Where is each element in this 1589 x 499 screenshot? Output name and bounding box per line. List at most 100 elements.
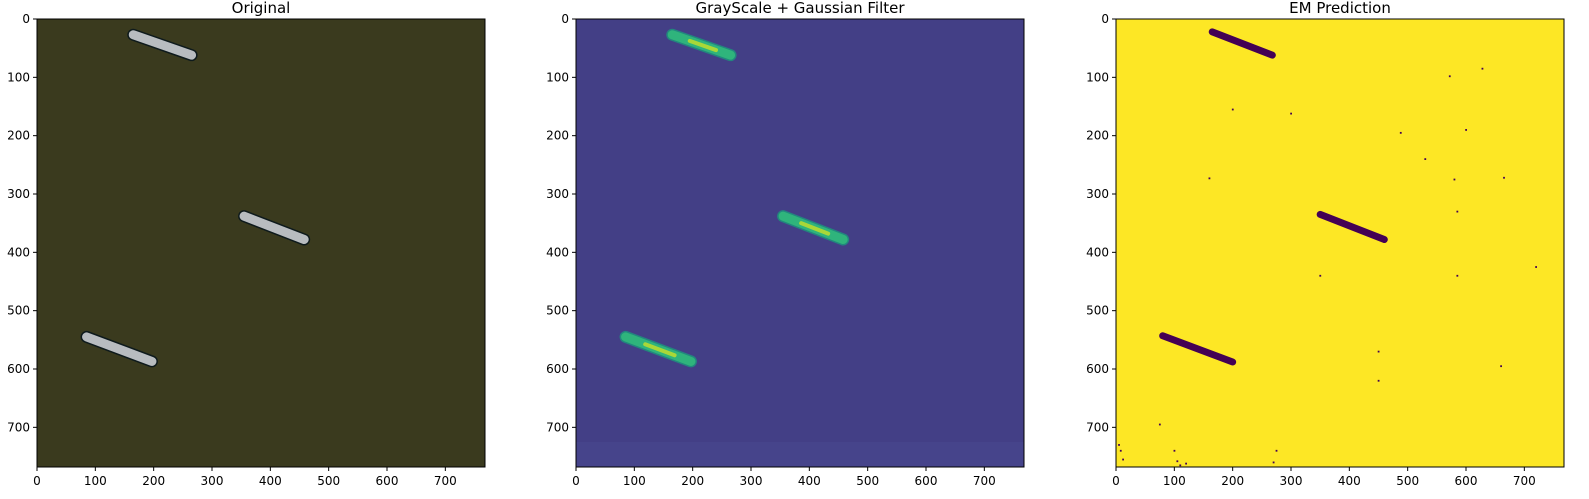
noise-speck — [1500, 365, 1502, 368]
x-tick-label: 600 — [1455, 474, 1478, 488]
x-tick-label: 0 — [572, 474, 580, 488]
x-tick-label: 600 — [915, 474, 938, 488]
ship — [82, 332, 157, 366]
x-tick-label: 500 — [1396, 474, 1419, 488]
x-tick-label: 500 — [856, 474, 879, 488]
noise-speck — [1173, 449, 1176, 452]
bottom-band — [576, 441, 1024, 467]
x-tick-label: 300 — [740, 474, 763, 488]
y-tick-label: 500 — [1086, 304, 1109, 318]
ship-highlight — [799, 221, 831, 236]
axes-frame — [1115, 18, 1565, 468]
x-tick-label: 700 — [1513, 474, 1536, 488]
y-tick-label: 700 — [1086, 420, 1109, 434]
noise-speck — [1179, 464, 1182, 467]
y-tick-label: 300 — [1086, 187, 1109, 201]
y-tick-label: 500 — [7, 304, 30, 318]
x-tick-label: 300 — [1280, 474, 1303, 488]
y-tick-label: 100 — [1086, 70, 1109, 84]
noise-speck — [1377, 350, 1380, 353]
image-background — [1116, 19, 1564, 467]
noise-speck — [1424, 158, 1427, 160]
ship-highlight — [687, 38, 718, 53]
ship — [239, 211, 309, 244]
axes-frame — [36, 18, 486, 468]
y-tick-label: 100 — [7, 70, 30, 84]
x-tick-label: 400 — [259, 474, 282, 488]
x-tick-label: 100 — [623, 474, 646, 488]
noise-speck — [1119, 449, 1122, 452]
panel-title: Original — [232, 0, 291, 17]
y-tick-label: 0 — [22, 12, 30, 26]
x-tick-label: 100 — [84, 474, 107, 488]
noise-speck — [1456, 210, 1459, 213]
y-tick-label: 400 — [7, 245, 30, 259]
panel-em-prediction: EM Prediction 0 100 200 300 400 500 600 700 0 100… — [1086, 0, 1565, 488]
y-tick-label: 400 — [1086, 245, 1109, 259]
y-tick-label: 0 — [561, 12, 569, 26]
ship — [1316, 210, 1388, 243]
x-tick-label: 200 — [681, 474, 704, 488]
noise-speck — [1231, 108, 1234, 111]
y-tick-label: 600 — [7, 362, 30, 376]
axes-frame — [575, 18, 1025, 468]
y-tick-label: 400 — [546, 245, 569, 259]
y-tick-label: 500 — [546, 304, 569, 318]
x-tick-label: 100 — [1163, 474, 1186, 488]
y-tick-label: 300 — [7, 187, 30, 201]
panel-grayscale-gaussian: GrayScale + Gaussian Filter 0 100 200 300 40… — [546, 0, 1025, 488]
noise-speck — [1176, 460, 1179, 463]
y-tick-label: 300 — [546, 187, 569, 201]
x-tick-label: 400 — [798, 474, 821, 488]
panel-title: GrayScale + Gaussian Filter — [695, 0, 905, 17]
noise-speck — [1290, 112, 1292, 115]
noise-speck — [1453, 178, 1456, 181]
image-area — [1116, 19, 1564, 467]
image-background — [37, 19, 485, 467]
noise-speck — [1456, 274, 1459, 277]
noise-speck — [1185, 462, 1187, 465]
x-tick-label: 500 — [317, 474, 340, 488]
x-tick-label: 0 — [33, 474, 41, 488]
x-tick-label: 0 — [1112, 474, 1120, 488]
y-tick-label: 200 — [546, 129, 569, 143]
x-tick-label: 200 — [142, 474, 165, 488]
image-background — [576, 19, 1024, 467]
ship — [1159, 332, 1237, 366]
panel-original: Original 0 100 200 300 400 500 600 700 0 100 200 30… — [7, 0, 486, 488]
noise-speck — [1448, 75, 1451, 78]
y-tick-label: 600 — [546, 362, 569, 376]
noise-speck — [1481, 67, 1484, 70]
noise-speck — [1319, 274, 1322, 277]
noise-speck — [1377, 379, 1380, 382]
y-tick-label: 700 — [546, 420, 569, 434]
y-tick-label: 600 — [1086, 362, 1109, 376]
x-tick-label: 300 — [201, 474, 224, 488]
noise-speck — [1399, 131, 1402, 134]
x-tick-label: 700 — [973, 474, 996, 488]
noise-speck — [1158, 423, 1161, 426]
noise-speck — [1465, 129, 1467, 131]
x-tick-label: 400 — [1338, 474, 1361, 488]
image-area — [576, 19, 1024, 467]
noise-speck — [1208, 177, 1211, 180]
noise-speck — [1535, 266, 1537, 268]
y-tick-label: 0 — [1101, 12, 1109, 26]
y-tick-label: 200 — [1086, 129, 1109, 143]
noise-speck — [1118, 444, 1120, 446]
noise-speck — [1272, 461, 1275, 464]
x-tick-label: 700 — [434, 474, 457, 488]
ship — [1208, 28, 1276, 59]
noise-speck — [1503, 176, 1505, 179]
ship — [128, 30, 197, 60]
x-tick-label: 200 — [1221, 474, 1244, 488]
y-tick-label: 700 — [7, 420, 30, 434]
y-tick-label: 100 — [546, 70, 569, 84]
panel-title: EM Prediction — [1289, 0, 1391, 17]
noise-speck — [1122, 458, 1124, 461]
noise-speck — [1275, 449, 1278, 452]
y-tick-label: 200 — [7, 129, 30, 143]
x-tick-label: 600 — [376, 474, 399, 488]
image-area — [37, 19, 485, 467]
